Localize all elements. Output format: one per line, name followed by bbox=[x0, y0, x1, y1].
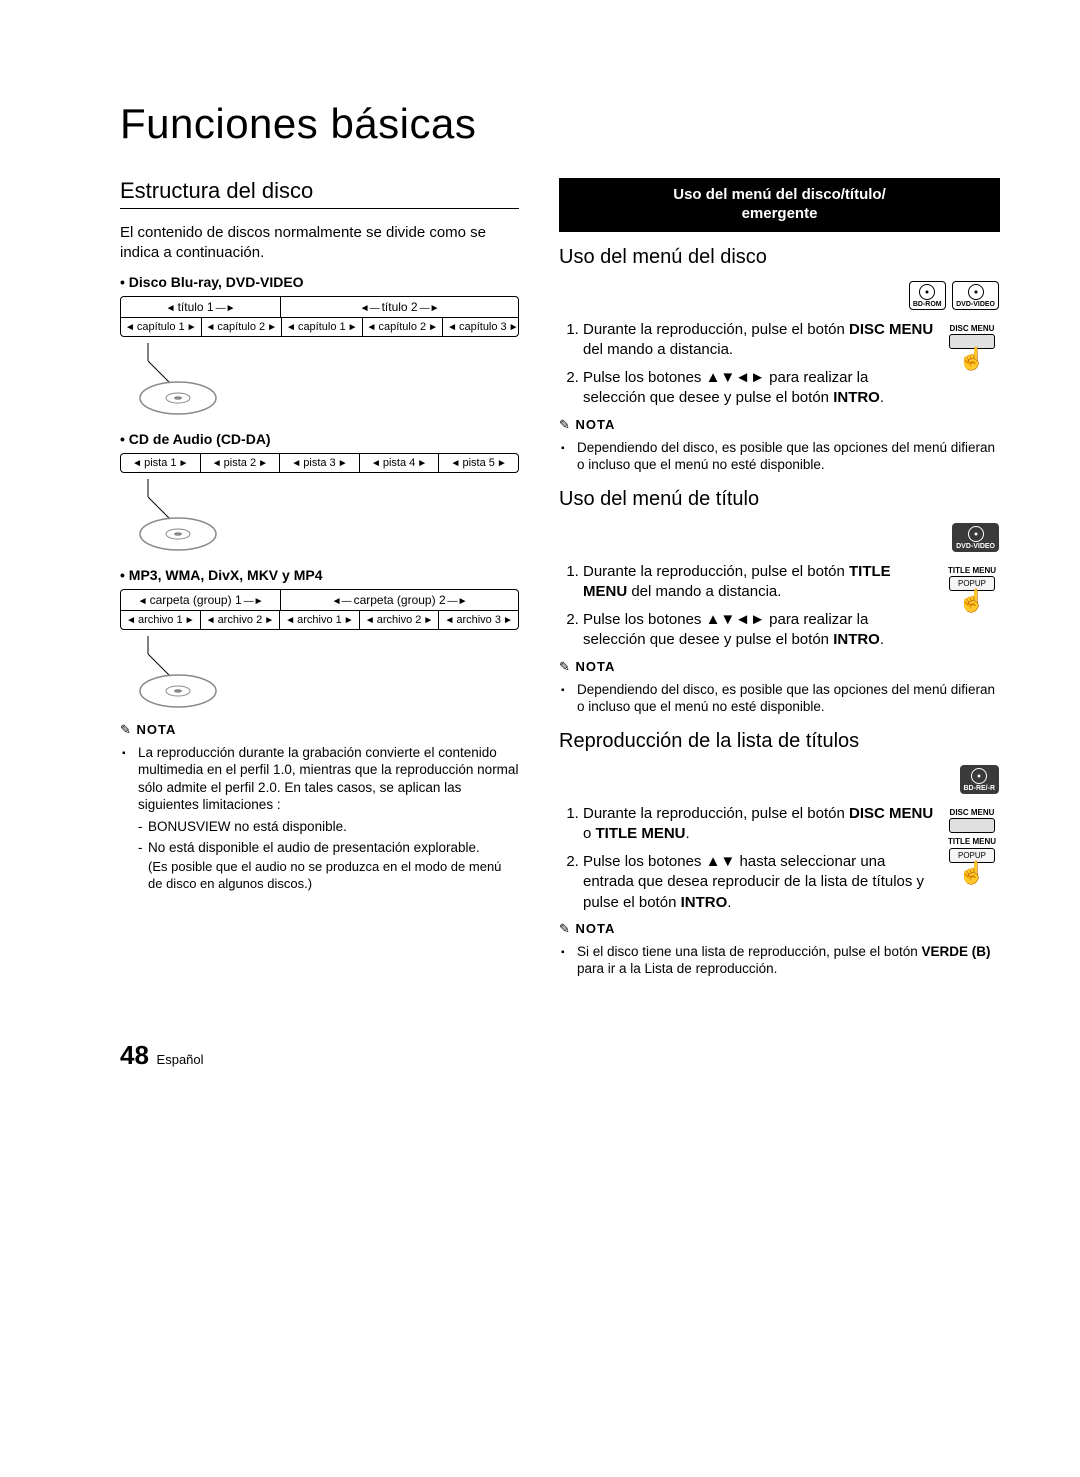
nota-sec3: Si el disco tiene una lista de reproducc… bbox=[559, 943, 1000, 978]
diagram-bluray: ◄título 1―► ◄―título 2―► ◄capítulo 1► ◄c… bbox=[120, 296, 519, 337]
steps-sec1: Durante la reproducción, pulse el botón … bbox=[559, 320, 1000, 409]
page-title: Funciones básicas bbox=[120, 100, 1000, 148]
badges-sec3: BD-RE/-R bbox=[959, 765, 1001, 798]
left-column: Estructura del disco El contenido de dis… bbox=[120, 178, 519, 990]
nota-label-sec1: NOTA bbox=[559, 417, 1000, 433]
label-cdda: CD de Audio (CD-DA) bbox=[120, 431, 519, 447]
label-mp3: MP3, WMA, DivX, MKV y MP4 bbox=[120, 567, 519, 583]
heading-title-list: Reproducción de la lista de títulos bbox=[559, 730, 1000, 753]
section-header-bar: Uso del menú del disco/título/ emergente bbox=[559, 178, 1000, 232]
hand-icon: ☝ bbox=[944, 862, 1000, 884]
nota-sec1: Dependiendo del disco, es posible que la… bbox=[559, 439, 1000, 474]
heading-disc-structure: Estructura del disco bbox=[120, 178, 519, 209]
diagram-mp3: ◄carpeta (group) 1―► ◄―carpeta (group) 2… bbox=[120, 589, 519, 630]
nota-label-left: NOTA bbox=[120, 722, 519, 738]
steps-sec3: Durante la reproducción, pulse el botón … bbox=[559, 804, 1000, 913]
heading-disc-menu: Uso del menú del disco bbox=[559, 246, 1000, 269]
remote-icon-title-menu: TITLE MENU POPUP ☝ bbox=[944, 562, 1000, 613]
hand-icon: ☝ bbox=[944, 590, 1000, 612]
disc-icon-2 bbox=[120, 479, 519, 557]
nota-list-left: La reproducción durante la grabación con… bbox=[120, 744, 519, 893]
badges-sec1: BD-ROM DVD-VIDEO bbox=[908, 281, 1000, 314]
remote-icon-title-list: DISC MENU TITLE MENU POPUP ☝ bbox=[944, 804, 1000, 884]
nota-label-sec2: NOTA bbox=[559, 659, 1000, 675]
steps-sec2: Durante la reproducción, pulse el botón … bbox=[559, 562, 1000, 651]
nota-label-sec3: NOTA bbox=[559, 921, 1000, 937]
disc-icon-1 bbox=[120, 343, 519, 421]
hand-icon: ☝ bbox=[944, 348, 1000, 370]
remote-icon-disc-menu: DISC MENU ☝ bbox=[944, 320, 1000, 371]
disc-icon-3 bbox=[120, 636, 519, 714]
right-column: Uso del menú del disco/título/ emergente… bbox=[559, 178, 1000, 990]
page-language: Español bbox=[157, 1052, 204, 1067]
heading-title-menu: Uso del menú de título bbox=[559, 488, 1000, 511]
label-bluray-dvd: Disco Blu-ray, DVD-VIDEO bbox=[120, 274, 519, 290]
page-footer: 48 Español bbox=[120, 1040, 1000, 1071]
badges-sec2: DVD-VIDEO bbox=[951, 523, 1000, 556]
diagram-cdda: ◄pista 1► ◄pista 2► ◄pista 3► ◄pista 4► … bbox=[120, 453, 519, 473]
intro-text: El contenido de discos normalmente se di… bbox=[120, 223, 519, 264]
nota-sec2: Dependiendo del disco, es posible que la… bbox=[559, 681, 1000, 716]
page-number: 48 bbox=[120, 1040, 149, 1070]
